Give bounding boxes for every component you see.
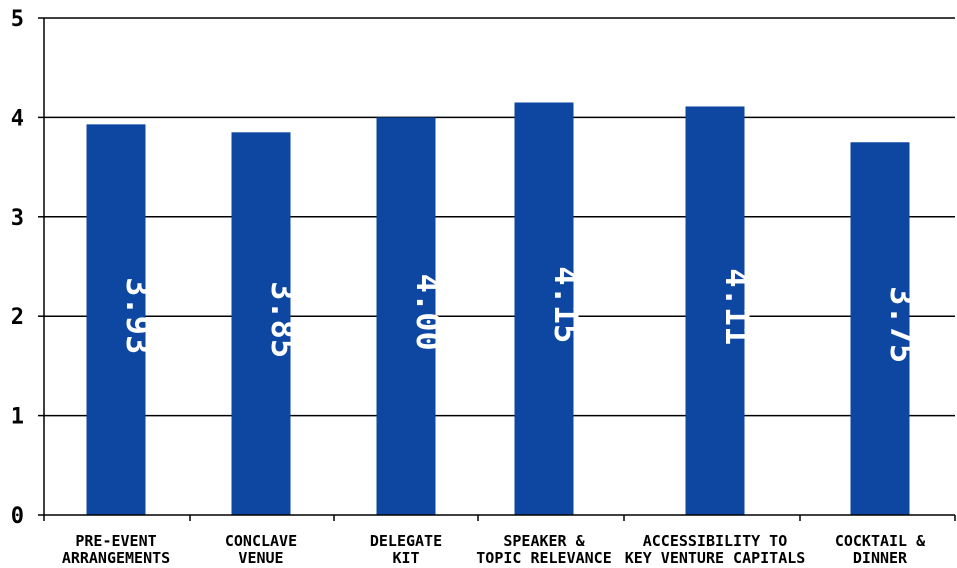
- x-category-label: DELEGATE: [370, 532, 442, 550]
- x-category-label: SPEAKER &: [503, 532, 585, 550]
- x-category-label: TOPIC RELEVANCE: [476, 549, 611, 567]
- data-label: 3.93: [119, 277, 157, 354]
- y-tick-label: 1: [11, 405, 24, 430]
- data-label: 3.85: [264, 281, 302, 358]
- bars: [86, 102, 910, 516]
- x-category-label: CONCLAVE: [225, 532, 297, 550]
- axes: [38, 17, 956, 521]
- y-tick-labels: 0 1 2 3 4 5: [11, 7, 24, 529]
- data-label: 4.11: [718, 268, 756, 345]
- x-category-label: ACCESSIBILITY TO: [643, 532, 788, 550]
- data-label: 4.15: [547, 266, 585, 343]
- y-tick-label: 5: [11, 7, 24, 32]
- bar: [376, 117, 436, 516]
- data-label: 3.75: [883, 286, 921, 363]
- y-tick-label: 4: [11, 106, 24, 131]
- bar: [231, 132, 291, 515]
- x-category-label: ARRANGEMENTS: [62, 549, 170, 567]
- x-category-label: KIT: [392, 549, 419, 567]
- bar: [850, 142, 910, 515]
- y-tick-label: 2: [11, 305, 24, 330]
- x-category-label: KEY VENTURE CAPITALS: [625, 549, 806, 567]
- x-category-label: DINNER: [853, 549, 908, 567]
- bar: [514, 102, 574, 516]
- bar: [86, 124, 146, 515]
- x-category-label: VENUE: [238, 549, 283, 567]
- x-category-label: PRE-EVENT: [75, 532, 156, 550]
- gridlines: [44, 17, 955, 417]
- y-tick-label: 0: [11, 504, 24, 529]
- data-labels: 3.93 3.85 4.00 4.15 4.11 3.75: [119, 266, 921, 363]
- y-tick-label: 3: [11, 206, 24, 231]
- x-category-label: COCKTAIL &: [835, 532, 926, 550]
- bar: [685, 106, 745, 515]
- data-label: 4.00: [409, 274, 447, 351]
